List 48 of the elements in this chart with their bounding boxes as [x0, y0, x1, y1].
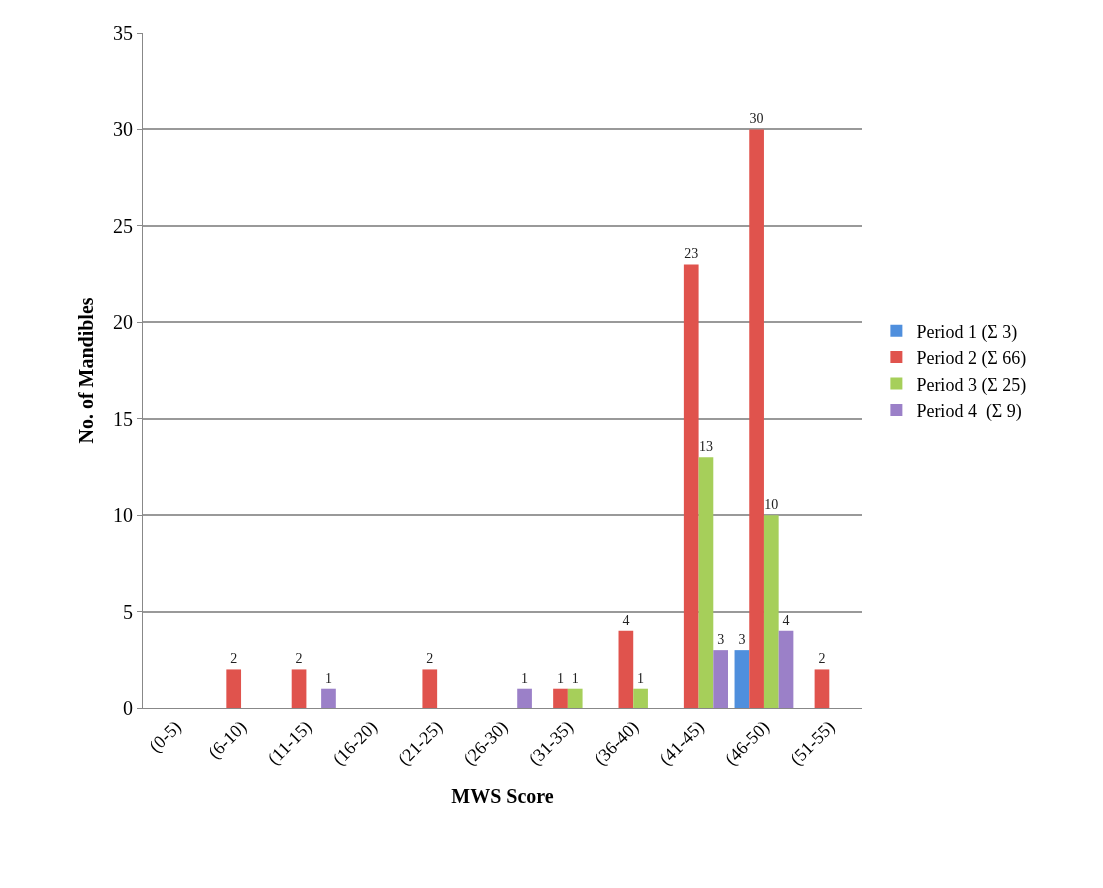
- x-axis-title: MWS Score: [451, 785, 554, 808]
- bar: [553, 688, 568, 708]
- bar: [778, 630, 794, 708]
- y-tick-label: 25: [113, 214, 133, 237]
- data-label: 2: [230, 651, 238, 667]
- data-label: 2: [295, 651, 303, 667]
- data-label: 1: [324, 670, 332, 686]
- bar: [763, 515, 779, 708]
- data-label: 1: [557, 670, 565, 686]
- bar: [814, 669, 830, 708]
- legend-label: Period 3 (Σ 25): [916, 374, 1027, 396]
- data-label: 13: [698, 439, 713, 455]
- data-label: 3: [717, 632, 725, 648]
- y-axis-title: No. of Mandibles: [75, 297, 97, 444]
- bar: [618, 630, 634, 708]
- legend-label: Period 4 (Σ 9): [916, 400, 1022, 422]
- data-label: 2: [818, 651, 826, 667]
- bar: [567, 688, 583, 708]
- bar: [683, 264, 699, 708]
- data-label: 10: [764, 497, 779, 513]
- bar: [321, 688, 336, 708]
- data-label: 4: [782, 612, 790, 628]
- y-tick-label: 30: [113, 118, 133, 141]
- bar: [226, 669, 242, 708]
- bar: [291, 669, 307, 708]
- y-tick-label: 5: [123, 600, 133, 623]
- data-label: 1: [521, 670, 529, 686]
- y-tick-label: 15: [113, 407, 133, 430]
- y-tick-label: 10: [113, 504, 133, 527]
- bar: [422, 669, 438, 708]
- data-label: 1: [637, 670, 645, 686]
- legend-label: Period 1 (Σ 3): [916, 321, 1018, 343]
- data-label: 1: [571, 670, 579, 686]
- bar: [734, 650, 750, 708]
- data-label: 23: [684, 246, 699, 262]
- y-tick-label: 0: [123, 697, 133, 719]
- data-label: 30: [749, 111, 764, 127]
- legend-label: Period 2 (Σ 66): [916, 348, 1027, 370]
- bar: [633, 688, 648, 708]
- data-label: 3: [738, 632, 746, 648]
- bar: [749, 129, 764, 708]
- bar: [698, 457, 714, 708]
- data-label: 2: [426, 651, 434, 667]
- y-tick-label: 35: [113, 22, 133, 44]
- y-tick-label: 20: [113, 311, 133, 334]
- data-label: 4: [622, 612, 630, 628]
- bar: [713, 650, 728, 708]
- bar: [517, 688, 532, 708]
